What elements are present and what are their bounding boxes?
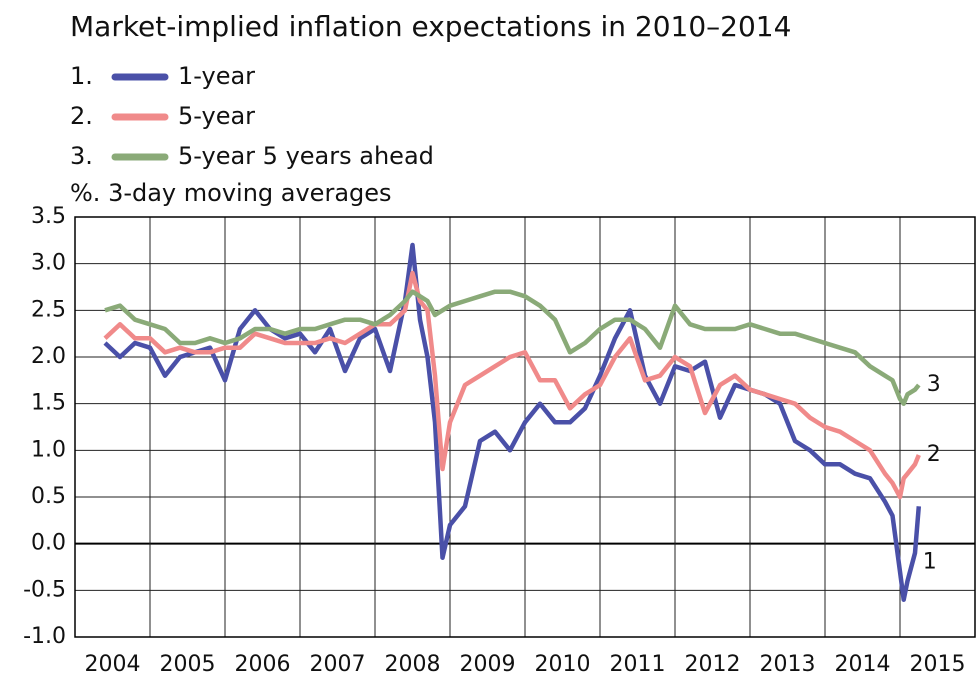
- chart-title: Market-implied inflation expectations in…: [70, 10, 791, 43]
- x-tick-label: 2005: [160, 652, 216, 677]
- plot-frame: [74, 216, 976, 638]
- series-line: [104, 289, 921, 406]
- x-tick-label: 2007: [310, 652, 366, 677]
- x-tick-label: 2010: [535, 652, 591, 677]
- x-tick-label: 2006: [235, 652, 291, 677]
- x-tick-label: 2014: [835, 652, 891, 677]
- y-tick-label: 2.0: [31, 344, 66, 369]
- legend-label: 1-year: [178, 62, 255, 90]
- x-tick-label: 2009: [460, 652, 516, 677]
- end-label: 1: [923, 549, 937, 574]
- x-tick-label: 2012: [685, 652, 741, 677]
- end-label: 3: [927, 372, 941, 397]
- subtitle: %. 3-day moving averages: [70, 179, 392, 207]
- legend-number: 1.: [70, 62, 93, 90]
- y-tick-label: -1.0: [23, 624, 66, 649]
- y-tick-label: 1.0: [31, 437, 66, 462]
- y-tick-label: 0.0: [31, 531, 66, 556]
- x-tick-label: 2015: [910, 652, 966, 677]
- y-tick-label: -0.5: [23, 577, 66, 602]
- y-tick-label: 0.5: [31, 484, 66, 509]
- legend-label: 5-year 5 years ahead: [178, 142, 434, 170]
- y-tick-label: 2.5: [31, 297, 66, 322]
- series-line: [103, 270, 921, 500]
- x-tick-label: 2008: [385, 652, 441, 677]
- legend-number: 3.: [70, 142, 93, 170]
- x-tick-label: 2011: [610, 652, 666, 677]
- end-label: 2: [927, 442, 941, 467]
- legend-number: 2.: [70, 102, 93, 130]
- x-tick-label: 2013: [760, 652, 816, 677]
- x-tick-label: 2004: [85, 652, 141, 677]
- legend-label: 5-year: [178, 102, 255, 130]
- y-tick-label: 3.5: [31, 204, 66, 229]
- y-tick-label: 3.0: [31, 251, 66, 276]
- series-line: [103, 242, 922, 602]
- y-tick-label: 1.5: [31, 391, 66, 416]
